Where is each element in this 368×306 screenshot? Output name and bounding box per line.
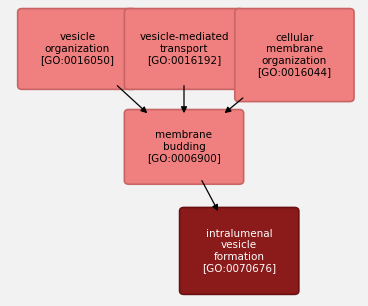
Text: vesicle
organization
[GO:0016050]: vesicle organization [GO:0016050] <box>40 32 114 65</box>
Text: vesicle-mediated
transport
[GO:0016192]: vesicle-mediated transport [GO:0016192] <box>139 32 229 65</box>
FancyBboxPatch shape <box>124 110 244 184</box>
Text: intralumenal
vesicle
formation
[GO:0070676]: intralumenal vesicle formation [GO:00706… <box>202 229 276 273</box>
FancyBboxPatch shape <box>235 9 354 102</box>
Text: cellular
membrane
organization
[GO:0016044]: cellular membrane organization [GO:00160… <box>257 33 332 77</box>
FancyBboxPatch shape <box>180 207 299 294</box>
FancyBboxPatch shape <box>124 9 244 89</box>
Text: membrane
budding
[GO:0006900]: membrane budding [GO:0006900] <box>147 130 221 163</box>
FancyBboxPatch shape <box>18 9 137 89</box>
